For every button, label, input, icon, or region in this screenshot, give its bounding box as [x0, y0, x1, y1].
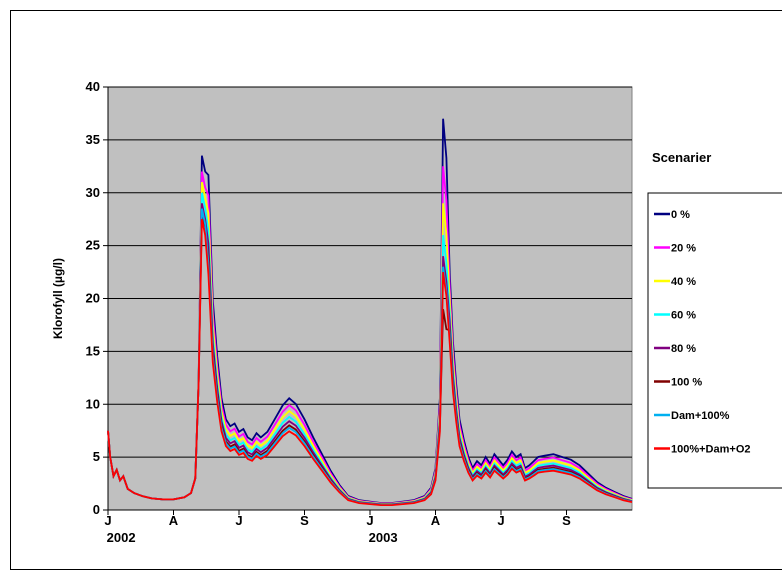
year-label: 2002 — [107, 530, 136, 545]
y-tick-label: 10 — [86, 396, 100, 411]
y-tick-label: 20 — [86, 291, 100, 306]
legend-box — [647, 192, 782, 489]
legend-label: 0 % — [671, 209, 690, 221]
y-axis-label: Klorofyll (µg/l) — [51, 258, 65, 339]
x-tick-label: J — [235, 513, 242, 528]
legend-label: 100 % — [671, 377, 702, 389]
y-tick-label: 0 — [93, 502, 100, 517]
year-label: 2003 — [369, 530, 398, 545]
x-tick-label: A — [431, 513, 441, 528]
y-tick-label: 30 — [86, 185, 100, 200]
x-tick-label: J — [366, 513, 373, 528]
legend-label: 60 % — [671, 310, 696, 322]
y-tick-label: 5 — [93, 449, 100, 464]
legend-label: 40 % — [671, 276, 696, 288]
x-tick-label: J — [497, 513, 504, 528]
y-tick-label: 25 — [86, 238, 100, 253]
y-tick-label: 15 — [86, 343, 100, 358]
y-tick-label: 40 — [86, 79, 100, 94]
y-axis: 0 5 10 15 20 25 30 35 40 — [86, 79, 109, 517]
x-axis: J A J S J A J S 2002 2003 — [104, 509, 632, 545]
legend-title: Scenarier — [652, 150, 711, 165]
legend-label: Dam+100% — [671, 410, 730, 422]
x-tick-label: S — [562, 513, 571, 528]
x-tick-label: J — [104, 513, 111, 528]
legend-label: 20 % — [671, 243, 696, 255]
chart: 0 5 10 15 20 25 30 35 40 J A J S J A J S 2002 2003 Klorof… — [51, 79, 782, 545]
legend-label: 100%+Dam+O2 — [671, 444, 751, 456]
y-tick-label: 35 — [86, 132, 100, 147]
legend: Scenarier 0 % 20 % 40 % 60 % 80 % 100 % Dam+10… — [647, 150, 782, 489]
series-lines — [107, 118, 633, 506]
x-tick-label: S — [300, 513, 309, 528]
x-tick-label: A — [169, 513, 179, 528]
legend-label: 80 % — [671, 343, 696, 355]
series-line-7 — [107, 219, 633, 506]
